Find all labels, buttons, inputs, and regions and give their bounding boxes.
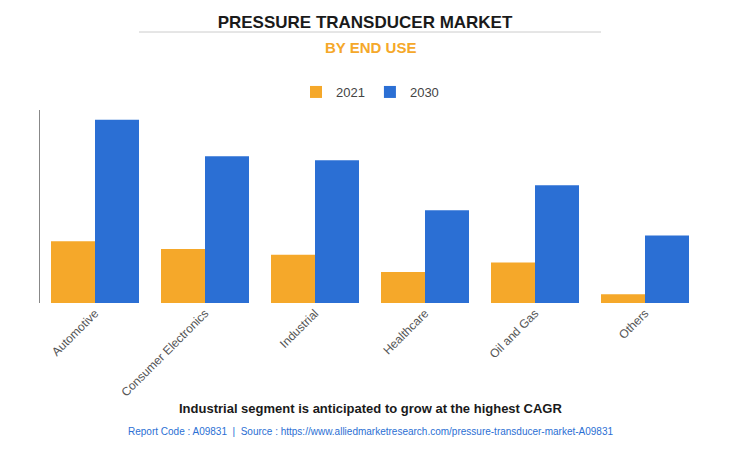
svg-text:PRESSURE TRANSDUCER MARKET: PRESSURE TRANSDUCER MARKET xyxy=(218,13,513,32)
svg-text:BY END USE: BY END USE xyxy=(325,39,416,56)
svg-text:Report Code : A09831 | Sourc: Report Code : A09831 | Source : https://… xyxy=(128,426,613,437)
svg-text:Industrial: Industrial xyxy=(277,306,321,350)
svg-text:Consumer Electronics: Consumer Electronics xyxy=(118,306,211,399)
svg-text:Healthcare: Healthcare xyxy=(380,306,431,357)
svg-text:Automotive: Automotive xyxy=(49,306,102,359)
svg-text:2030: 2030 xyxy=(410,85,439,100)
svg-text:Industrial segment is anticipa: Industrial segment is anticipated to gro… xyxy=(179,401,562,416)
svg-text:2021: 2021 xyxy=(336,85,365,100)
svg-text:Oil and Gas: Oil and Gas xyxy=(487,306,542,361)
svg-text:Others: Others xyxy=(616,306,651,341)
